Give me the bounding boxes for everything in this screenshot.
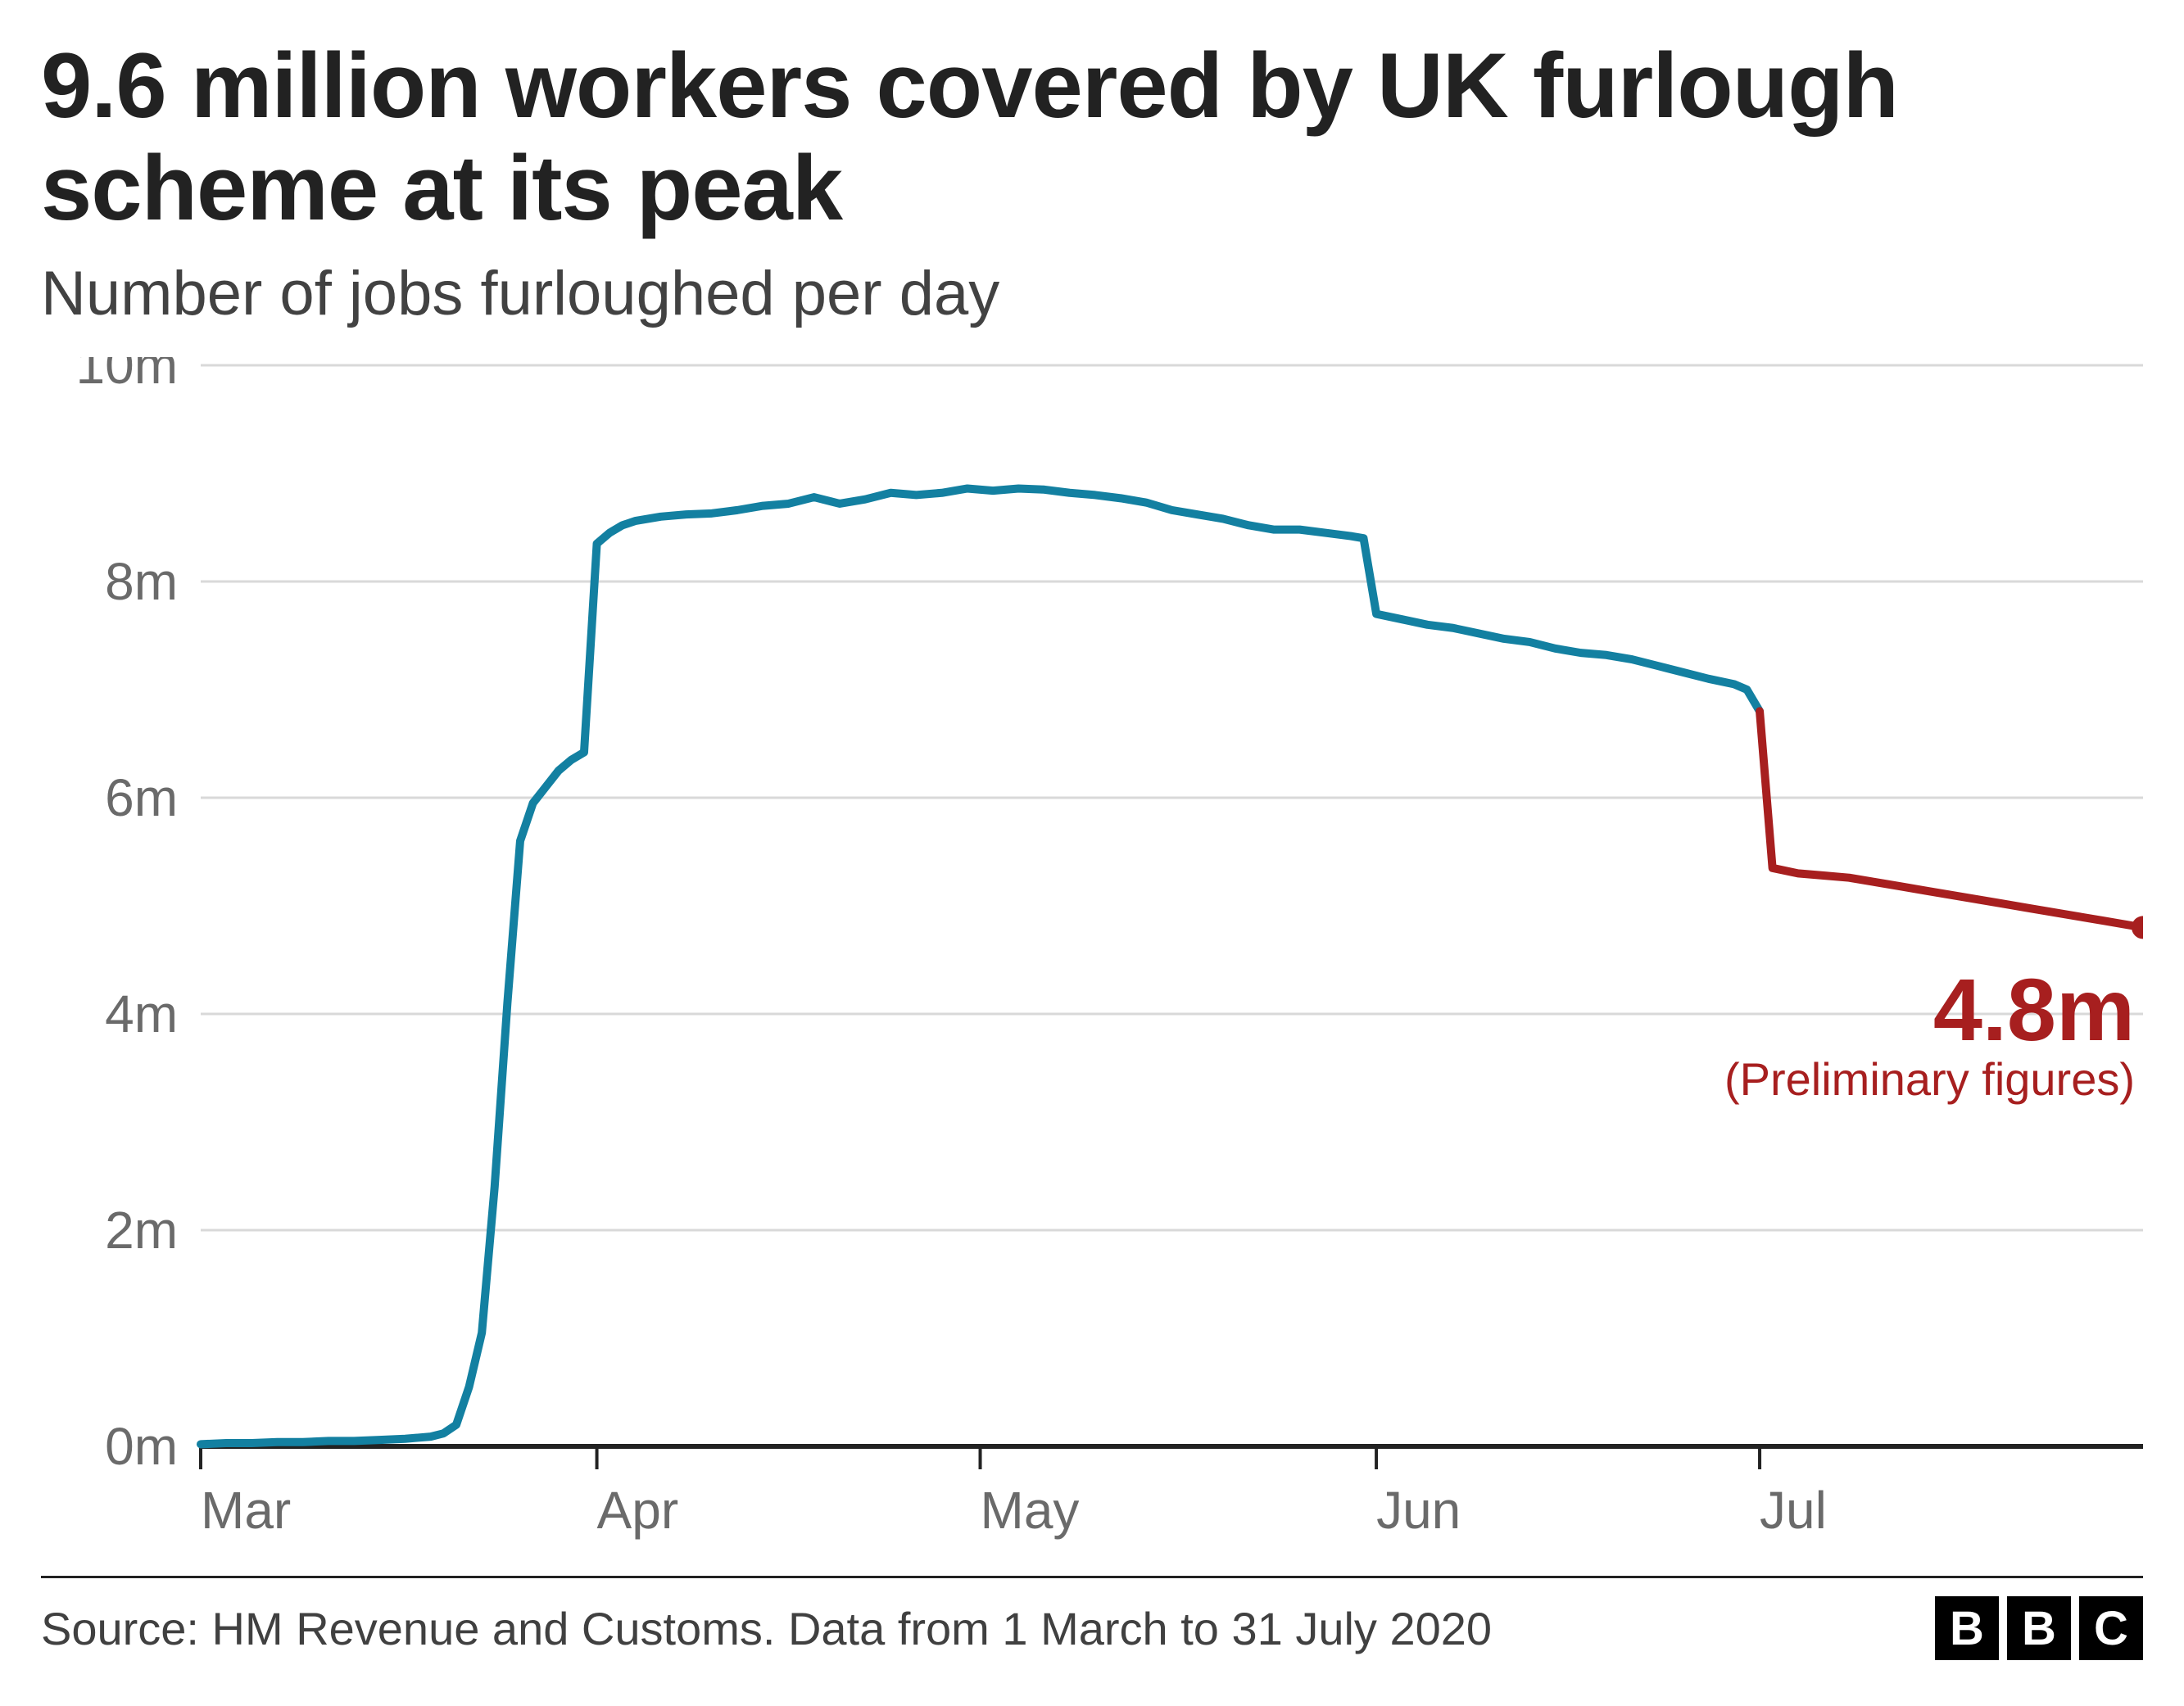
svg-text:Jun: Jun <box>1376 1481 1461 1540</box>
chart-title: 9.6 million workers covered by UK furlou… <box>41 34 2143 240</box>
svg-text:Apr: Apr <box>597 1481 679 1540</box>
svg-text:Jul: Jul <box>1760 1481 1827 1540</box>
svg-text:2m: 2m <box>105 1201 178 1260</box>
end-value-annotation: 4.8m (Preliminary figures) <box>1724 963 2135 1104</box>
chart-subtitle: Number of jobs furloughed per day <box>41 258 2143 329</box>
chart-area: 0m 2m 4m 6m 8m 10m Mar Apr May Jun Jul 4.8m (Preli… <box>41 357 2143 1569</box>
svg-text:0m: 0m <box>105 1417 178 1476</box>
bbc-logo-b1: B <box>1935 1596 1999 1660</box>
svg-text:4m: 4m <box>105 984 178 1043</box>
bbc-logo: B B C <box>1935 1596 2143 1660</box>
svg-text:6m: 6m <box>105 768 178 827</box>
bbc-logo-c: C <box>2079 1596 2143 1660</box>
source-text: Source: HM Revenue and Customs. Data fro… <box>41 1602 1492 1655</box>
chart-card: 9.6 million workers covered by UK furlou… <box>0 0 2184 1706</box>
bbc-logo-b2: B <box>2007 1596 2071 1660</box>
svg-text:10m: 10m <box>76 357 179 395</box>
svg-text:May: May <box>981 1481 1080 1540</box>
svg-text:Mar: Mar <box>201 1481 291 1540</box>
end-value-note: (Preliminary figures) <box>1724 1056 2135 1104</box>
chart-footer: Source: HM Revenue and Customs. Data fro… <box>41 1576 2143 1660</box>
svg-text:8m: 8m <box>105 552 178 611</box>
end-value: 4.8m <box>1724 963 2135 1056</box>
